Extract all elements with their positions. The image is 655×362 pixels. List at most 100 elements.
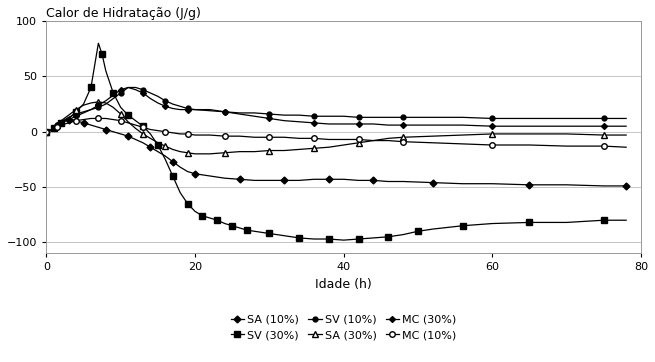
SA (10%) [325,177,333,181]
SA (10%) [183,169,191,174]
MC (10%) [124,121,132,125]
SV (30%) [622,218,630,222]
SV (10%) [65,115,73,119]
MC (10%) [132,123,140,127]
SA (10%) [72,118,80,123]
SA (30%) [87,101,95,105]
SV (10%) [280,113,288,117]
SV (30%) [429,227,437,231]
MC (30%) [340,122,348,126]
SA (10%) [65,117,73,122]
MC (10%) [221,134,229,138]
MC (30%) [102,98,110,103]
SV (10%) [369,115,377,119]
MC (30%) [489,124,496,129]
SA (10%) [265,178,273,182]
SA (30%) [132,126,140,131]
SV (10%) [340,114,348,118]
SA (10%) [176,165,184,169]
SV (10%) [622,116,630,121]
SV (30%) [206,216,214,220]
MC (10%) [94,116,102,121]
MC (30%) [147,96,155,101]
SA (10%) [161,154,169,158]
SV (30%) [384,235,392,239]
SA (10%) [68,117,76,122]
SV (10%) [50,126,58,131]
SV (30%) [280,233,288,238]
SV (30%) [132,118,140,123]
SV (10%) [132,85,140,90]
SV (10%) [251,111,259,115]
SA (10%) [563,183,571,187]
SV (30%) [183,201,191,206]
SA (30%) [563,132,571,136]
SV (30%) [295,236,303,240]
SV (10%) [458,115,466,119]
SV (30%) [169,174,177,178]
SV (30%) [340,238,348,242]
MC (10%) [50,127,58,132]
SA (10%) [61,118,69,123]
MC (30%) [384,123,392,127]
SV (10%) [206,109,214,113]
SA (10%) [139,140,147,145]
SV (30%) [198,214,206,218]
SA (10%) [525,183,533,187]
SV (10%) [563,116,571,121]
SA (30%) [280,148,288,153]
SV (30%) [354,237,362,241]
MC (30%) [221,110,229,114]
Line: SV (10%): SV (10%) [44,85,629,134]
SV (30%) [43,130,50,134]
MC (30%) [622,124,630,129]
SV (10%) [72,112,80,116]
SV (30%) [80,102,88,106]
MC (10%) [57,123,65,127]
SA (30%) [295,147,303,152]
SA (10%) [622,184,630,188]
MC (30%) [458,123,466,127]
SV (10%) [139,88,147,92]
SV (10%) [489,116,496,121]
SV (10%) [102,102,110,106]
SV (10%) [325,114,333,118]
SV (30%) [414,229,422,233]
SV (10%) [429,115,437,119]
SV (10%) [183,106,191,111]
SV (10%) [236,111,244,115]
MC (30%) [563,124,571,129]
SA (10%) [429,180,437,185]
MC (30%) [117,88,124,92]
SV (30%) [251,229,259,233]
SA (30%) [310,146,318,151]
SV (30%) [65,116,73,121]
SA (10%) [46,129,54,133]
SA (10%) [489,181,496,186]
SV (10%) [169,102,177,106]
SA (30%) [176,150,184,154]
SA (10%) [109,130,117,134]
MC (30%) [295,119,303,124]
SV (30%) [87,85,95,90]
SA (10%) [80,121,88,125]
SA (30%) [46,129,54,133]
MC (10%) [139,125,147,130]
MC (10%) [458,142,466,146]
MC (30%) [206,108,214,112]
MC (30%) [525,124,533,129]
SA (10%) [43,130,50,134]
SA (10%) [340,177,348,181]
SV (10%) [117,91,124,95]
SA (30%) [161,144,169,148]
SV (10%) [191,108,199,112]
SA (30%) [169,147,177,152]
SA (30%) [265,148,273,153]
SA (30%) [109,105,117,110]
MC (10%) [191,133,199,137]
Line: SA (30%): SA (30%) [43,99,629,157]
SA (30%) [600,133,608,137]
MC (10%) [72,118,80,123]
MC (10%) [399,139,407,144]
MC (10%) [340,137,348,142]
